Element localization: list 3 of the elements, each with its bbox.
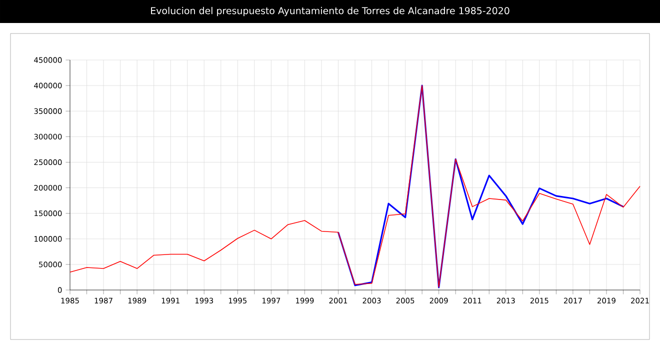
chart-title: Evolucion del presupuesto Ayuntamiento de Torres de Alcanadre 1985-2020 [151, 6, 510, 16]
line-series [337, 84, 624, 288]
line-series [70, 85, 640, 288]
